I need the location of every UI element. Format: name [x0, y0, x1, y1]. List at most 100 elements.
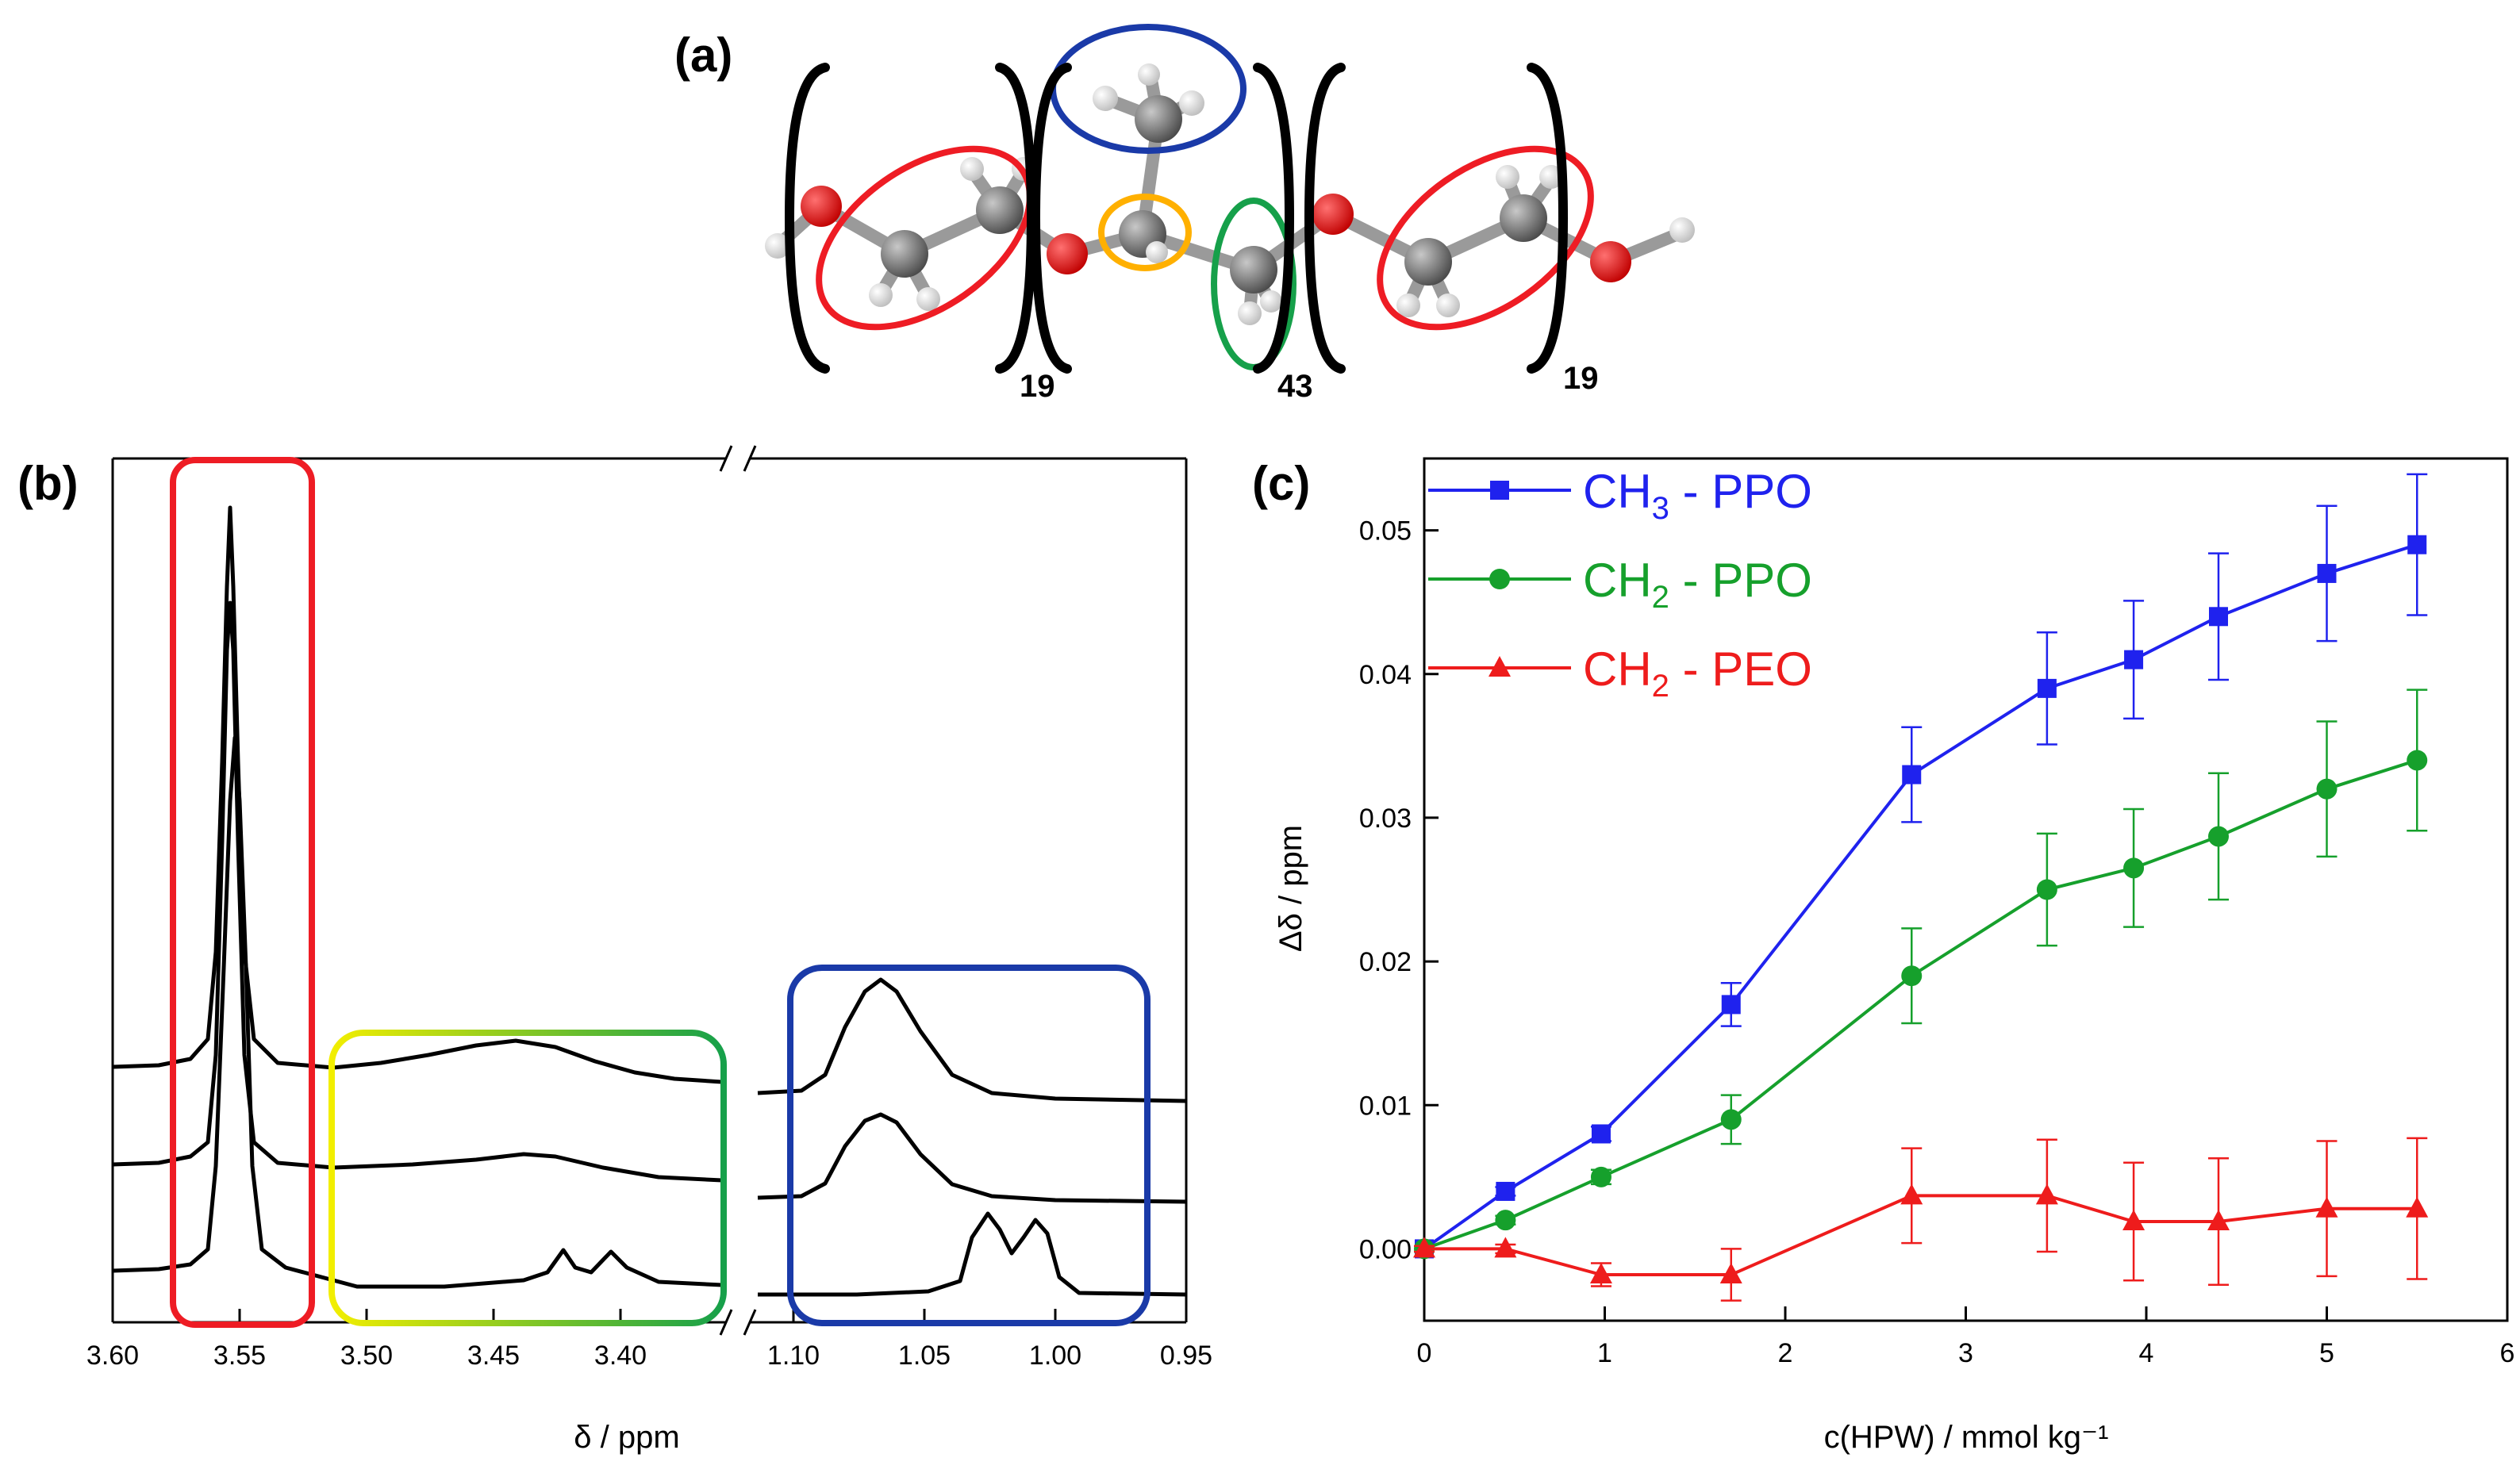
spectrum-trace-top-right	[757, 977, 1187, 1103]
data-point	[2209, 607, 2228, 627]
data-point	[2123, 857, 2145, 879]
legend-label: CH2 - PPO	[1583, 554, 1812, 615]
data-point	[2036, 879, 2057, 900]
atom-h	[960, 157, 984, 181]
legend-label: CH2 - PEO	[1583, 643, 1812, 704]
data-point	[2208, 826, 2229, 847]
atom-h	[1436, 293, 1460, 317]
series-line	[1423, 758, 2418, 1251]
axis-break-marks	[719, 445, 757, 1336]
atom-h	[1238, 301, 1262, 325]
chart-ticks: 0 1 2 3 4 5 6 0.00 0.01 0.02 0.03 0.04 0.05	[1359, 516, 2515, 1368]
data-point	[1591, 1124, 1611, 1144]
panel-label-c: (c)	[1252, 457, 1310, 510]
tick-label: 3.60	[86, 1341, 139, 1371]
spectrum-trace-bottom-right	[758, 1211, 1187, 1297]
atom-c	[881, 230, 928, 278]
spectrum-trace-top-left	[112, 505, 723, 1084]
atom-c	[1230, 246, 1277, 293]
x-tick-label: 2	[1778, 1338, 1793, 1368]
atom-o	[801, 186, 842, 227]
data-point	[2407, 750, 2428, 771]
chart-legend: CH3 - PPO CH2 - PPO CH2 - PEO	[1428, 465, 1812, 704]
atom-h	[1669, 217, 1695, 243]
series-ch3-ppo	[1414, 473, 2428, 1259]
spectrum-trace-mid-left	[112, 600, 723, 1183]
series-ch2-ppo	[1414, 689, 2428, 1260]
spectrum-x-axis-title: δ / ppm	[574, 1420, 679, 1455]
chart-x-axis-title: c(HPW) / mmol kg⁻¹	[1824, 1420, 2109, 1455]
repeat-brackets	[784, 63, 1569, 374]
y-tick-label: 0.01	[1359, 1091, 1412, 1121]
bracket-open-peo	[784, 63, 830, 374]
data-point	[2207, 1209, 2230, 1230]
y-tick-label: 0.03	[1359, 804, 1412, 834]
panel-a: (a)	[674, 24, 1695, 404]
data-point	[2315, 1196, 2338, 1218]
data-point	[1590, 1166, 1611, 1187]
chart-y-axis-title: Δδ / ppm	[1273, 825, 1308, 952]
repeat-count-peo-right: 19	[1563, 361, 1599, 396]
atom-c	[1135, 95, 1182, 143]
spectrum-traces-right	[757, 977, 1187, 1297]
y-tick-label: 0.02	[1359, 947, 1412, 977]
x-tick-label: 6	[2500, 1338, 2515, 1368]
tick-label: 3.45	[467, 1341, 520, 1371]
bracket-close-peo2	[1527, 63, 1569, 374]
molecule-atoms	[765, 63, 1695, 325]
series-line	[1423, 543, 2418, 1251]
atom-c	[976, 186, 1024, 234]
ppo-ch2-region-box	[328, 1030, 727, 1326]
y-tick-label: 0.05	[1359, 516, 1412, 547]
data-point	[1495, 1210, 1516, 1231]
atom-o	[1047, 233, 1088, 274]
data-point	[1589, 1263, 1612, 1284]
panel-label-a: (a)	[674, 29, 732, 82]
legend-entry: CH2 - PEO	[1428, 643, 1812, 704]
tick-label: 1.05	[898, 1341, 951, 1371]
atom-h	[1539, 165, 1563, 189]
legend-marker	[1489, 569, 1510, 589]
data-point	[2124, 650, 2144, 669]
ppo-ch3-region-box	[787, 965, 1151, 1326]
panel-label-b: (b)	[17, 457, 79, 510]
x-tick-label: 3	[1958, 1338, 1973, 1368]
y-tick-label: 0.04	[1359, 660, 1412, 690]
chart-series-layer	[1413, 473, 2429, 1302]
tick-label: 3.55	[213, 1341, 266, 1371]
data-point	[1902, 765, 1922, 784]
series-ch2-peo	[1413, 1137, 2429, 1302]
bracket-open-peo2	[1304, 63, 1346, 374]
data-point	[2406, 1196, 2429, 1218]
series-line	[1424, 1194, 2418, 1277]
legend-marker	[1489, 656, 1511, 677]
repeat-count-ppo: 43	[1277, 369, 1313, 404]
data-point	[2122, 1209, 2145, 1230]
x-tick-label: 1	[1597, 1338, 1612, 1368]
data-point	[1719, 1263, 1742, 1284]
bracket-close-ppo	[1253, 63, 1295, 374]
x-tick-label: 4	[2139, 1338, 2154, 1368]
peo-region-box	[170, 457, 315, 1328]
spectrum-trace-bottom-left	[112, 735, 723, 1289]
spectrum-x-tick-labels: 3.60 3.55 3.50 3.45 3.40 1.10 1.05 1.00 …	[86, 1341, 1212, 1371]
bracket-open-ppo	[1030, 63, 1072, 374]
data-point	[1413, 1237, 1435, 1258]
data-point	[1900, 1183, 1923, 1205]
data-point	[2317, 563, 2337, 583]
data-point	[1494, 1237, 1517, 1258]
tick-label: 1.10	[767, 1341, 820, 1371]
data-point	[2316, 778, 2338, 800]
tick-label: 0.95	[1160, 1341, 1212, 1371]
atom-h	[1396, 293, 1420, 317]
atom-h	[765, 233, 790, 259]
data-point	[2407, 535, 2427, 554]
data-point	[1901, 965, 1923, 987]
x-tick-label: 0	[1417, 1338, 1432, 1368]
atom-h	[1093, 86, 1118, 111]
spectrum-traces	[112, 505, 723, 1289]
data-point	[2037, 678, 2057, 698]
spectrum-frame	[111, 457, 1188, 1324]
atom-h	[1138, 63, 1160, 86]
